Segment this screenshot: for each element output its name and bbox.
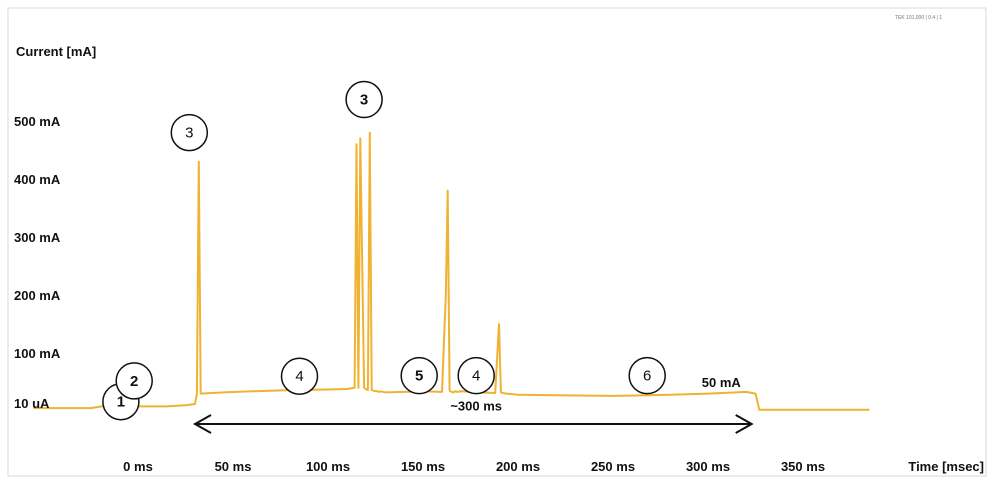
trace-layer — [33, 131, 870, 411]
x-axis-label: Time [msec] — [908, 459, 984, 474]
marker-number: 3 — [360, 92, 368, 109]
x-tick-label: 250 ms — [591, 459, 635, 474]
x-tick-label: 300 ms — [686, 459, 730, 474]
current-trace-series-1 — [33, 131, 870, 411]
marker-circle — [280, 357, 319, 395]
y-axis-label: Current [mA] — [16, 44, 96, 59]
y-tick-label: 10 uA — [14, 396, 50, 411]
x-tick-label: 0 ms — [123, 459, 153, 474]
marker-circle — [400, 356, 438, 395]
interval-arrow-left-head — [192, 414, 212, 434]
plot-border — [7, 7, 987, 477]
annotation-text: 50 mA — [702, 375, 742, 390]
marker-number: 1 — [117, 394, 125, 411]
x-tick-label: 100 ms — [306, 459, 350, 474]
y-tick-label: 500 mA — [14, 114, 61, 129]
marker-number: 4 — [295, 368, 303, 385]
annotations-layer: 12 3 3 4 5 4 6 50 mA ~300 ms — [102, 80, 742, 421]
x-tick-label: 350 ms — [781, 459, 825, 474]
marker-circle — [457, 356, 495, 395]
marker-circle — [115, 362, 153, 400]
x-tick-label: 200 ms — [496, 459, 540, 474]
marker-number: 5 — [415, 368, 423, 385]
interval-arrow-right-head — [735, 414, 754, 434]
marker-number: 3 — [185, 125, 193, 142]
annotation-text: ~300 ms — [450, 398, 502, 413]
y-tick-label: 200 mA — [14, 288, 61, 303]
x-tick-label: 50 ms — [215, 459, 252, 474]
marker-circle — [628, 356, 666, 395]
interval-arrow-layer — [192, 414, 754, 434]
y-tick-label: 400 mA — [14, 172, 61, 187]
y-tick-label: 100 mA — [14, 346, 61, 361]
corner-stamp: TEK 101,000 | 0.4 | 1 — [895, 15, 942, 21]
x-tick-label: 150 ms — [401, 459, 445, 474]
marker-number: 4 — [472, 368, 480, 385]
marker-circle — [345, 80, 383, 119]
y-tick-label: 300 mA — [14, 230, 61, 245]
marker-number: 2 — [130, 373, 138, 390]
marker-number: 6 — [643, 368, 651, 385]
tick-labels-layer: 0 ms 50 ms 100 ms 150 ms 200 ms 250 ms 300 ms 3… — [14, 114, 825, 474]
marker-circle — [170, 113, 209, 152]
